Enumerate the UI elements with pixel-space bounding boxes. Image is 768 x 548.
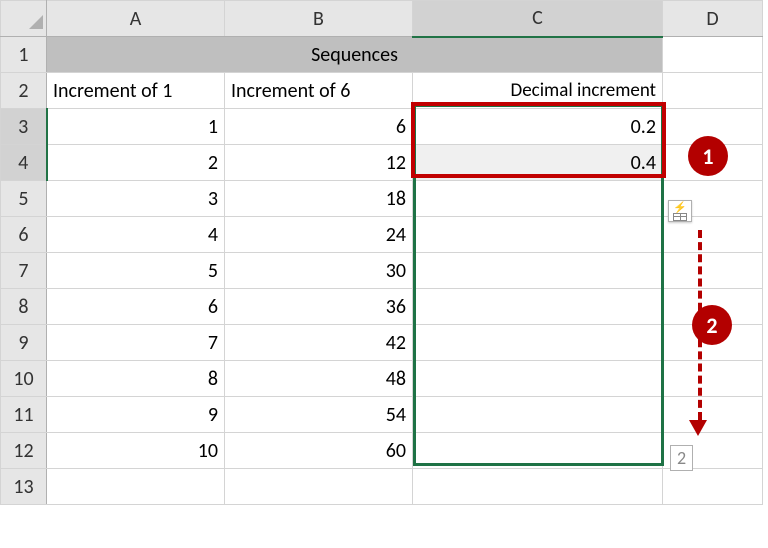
cell-C2[interactable]: Decimal increment: [413, 73, 663, 109]
row-10: 10 8 48: [1, 361, 763, 397]
row-header-4[interactable]: 4: [1, 145, 47, 181]
col-header-D[interactable]: D: [663, 1, 763, 37]
row-7: 7 5 30: [1, 253, 763, 289]
cell-C10[interactable]: [413, 361, 663, 397]
cell-C7[interactable]: [413, 253, 663, 289]
cell-A8[interactable]: 6: [47, 289, 225, 325]
drag-tooltip: 2: [670, 445, 693, 471]
row-13: 13: [1, 469, 763, 505]
cell-B6[interactable]: 24: [225, 217, 413, 253]
cell-A4[interactable]: 2: [47, 145, 225, 181]
cell-B12[interactable]: 60: [225, 433, 413, 469]
cell-D10[interactable]: [663, 361, 763, 397]
row-header-1[interactable]: 1: [1, 37, 47, 73]
row-12: 12 10 60: [1, 433, 763, 469]
row-header-11[interactable]: 11: [1, 397, 47, 433]
drag-arrow-head: [689, 420, 707, 436]
cell-A6[interactable]: 4: [47, 217, 225, 253]
cell-A3[interactable]: 1: [47, 109, 225, 145]
col-header-row: A B C D: [1, 1, 763, 37]
row-1: 1 Sequences: [1, 37, 763, 73]
cell-B4[interactable]: 12: [225, 145, 413, 181]
cell-C8[interactable]: [413, 289, 663, 325]
cell-A9[interactable]: 7: [47, 325, 225, 361]
cell-A11[interactable]: 9: [47, 397, 225, 433]
cell-A7[interactable]: 5: [47, 253, 225, 289]
row-9: 9 7 42: [1, 325, 763, 361]
cell-A5[interactable]: 3: [47, 181, 225, 217]
cell-A12[interactable]: 10: [47, 433, 225, 469]
row-2: 2 Increment of 1 Increment of 6 Decimal …: [1, 73, 763, 109]
row-header-7[interactable]: 7: [1, 253, 47, 289]
cell-A10[interactable]: 8: [47, 361, 225, 397]
cell-C6[interactable]: [413, 217, 663, 253]
row-8: 8 6 36: [1, 289, 763, 325]
cell-B9[interactable]: 42: [225, 325, 413, 361]
cell-B3[interactable]: 6: [225, 109, 413, 145]
row-5: 5 3 18: [1, 181, 763, 217]
row-6: 6 4 24: [1, 217, 763, 253]
cell-C12[interactable]: [413, 433, 663, 469]
row-header-2[interactable]: 2: [1, 73, 47, 109]
grid-icon: [673, 213, 687, 221]
cell-D11[interactable]: [663, 397, 763, 433]
cell-A13[interactable]: [47, 469, 225, 505]
row-3: 3 1 6 0.2: [1, 109, 763, 145]
cell-B10[interactable]: 48: [225, 361, 413, 397]
cell-B5[interactable]: 18: [225, 181, 413, 217]
cell-C3[interactable]: 0.2: [413, 109, 663, 145]
callout-1: 1: [688, 136, 728, 176]
lightning-bolt-icon: ⚡: [673, 202, 687, 213]
cell-D7[interactable]: [663, 253, 763, 289]
col-header-C[interactable]: C: [413, 1, 663, 37]
cell-B8[interactable]: 36: [225, 289, 413, 325]
cell-C5[interactable]: [413, 181, 663, 217]
row-header-10[interactable]: 10: [1, 361, 47, 397]
row-header-12[interactable]: 12: [1, 433, 47, 469]
cell-C13[interactable]: [413, 469, 663, 505]
callout-2: 2: [692, 305, 732, 345]
select-all-corner[interactable]: [1, 1, 47, 37]
cell-C11[interactable]: [413, 397, 663, 433]
row-header-3[interactable]: 3: [1, 109, 47, 145]
spreadsheet-grid[interactable]: A B C D 1 Sequences 2 Increment of 1 Inc…: [0, 0, 763, 505]
row-header-5[interactable]: 5: [1, 181, 47, 217]
row-11: 11 9 54: [1, 397, 763, 433]
col-header-B[interactable]: B: [225, 1, 413, 37]
cell-D1[interactable]: [663, 37, 763, 73]
cell-D2[interactable]: [663, 73, 763, 109]
cell-B7[interactable]: 30: [225, 253, 413, 289]
row-header-6[interactable]: 6: [1, 217, 47, 253]
cell-C9[interactable]: [413, 325, 663, 361]
autofill-options-icon[interactable]: ⚡: [668, 200, 692, 222]
cell-C4[interactable]: 0.4: [413, 145, 663, 181]
row-header-8[interactable]: 8: [1, 289, 47, 325]
cell-B11[interactable]: 54: [225, 397, 413, 433]
col-header-A[interactable]: A: [47, 1, 225, 37]
cell-B13[interactable]: [225, 469, 413, 505]
cell-A2[interactable]: Increment of 1: [47, 73, 225, 109]
cell-D13[interactable]: [663, 469, 763, 505]
row-header-13[interactable]: 13: [1, 469, 47, 505]
cell-A1-title[interactable]: Sequences: [47, 37, 663, 73]
cell-B2[interactable]: Increment of 6: [225, 73, 413, 109]
row-header-9[interactable]: 9: [1, 325, 47, 361]
row-4: 4 2 12 0.4: [1, 145, 763, 181]
